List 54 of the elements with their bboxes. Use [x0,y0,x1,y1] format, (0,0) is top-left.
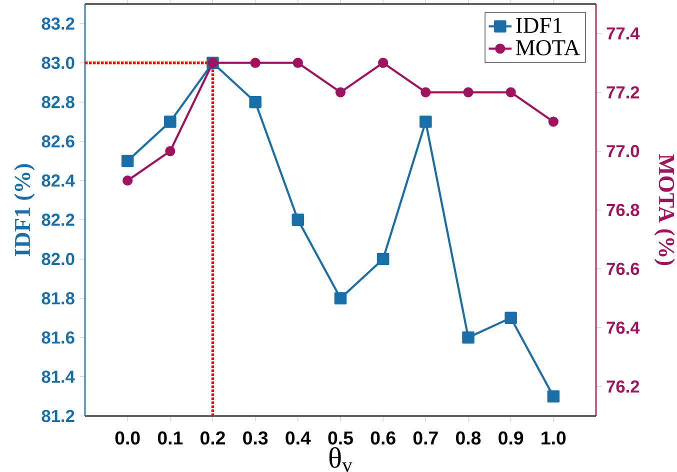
y-tick-label: 82.2 [42,214,74,226]
point [250,58,260,68]
y-tick-label: 81.6 [42,331,74,344]
point [506,87,516,98]
x-tick-label: 0.6 [370,431,396,445]
point [122,176,133,186]
x-tick-label: 0.7 [413,431,438,445]
point [504,312,517,324]
y2-tick-label: 76.8 [606,204,640,216]
legend-label: MOTA [516,40,580,56]
x-tick-label: 1.0 [542,431,566,445]
point [292,214,304,226]
point [335,87,346,98]
x-tick-label: 0.4 [286,431,311,445]
point [376,252,390,266]
x-axis-title: θ$_{v}$ [329,447,352,472]
y2-tick-label: 77.2 [606,86,640,98]
y-tick-label: 81.2 [42,410,74,422]
y-tick-label: 81.8 [42,292,74,304]
y-tick-label: 82.4 [42,174,75,187]
x-tick-label: 0.3 [243,431,268,445]
point [292,58,303,68]
y-tick-label: 82.6 [42,135,74,148]
x-tick-label: 0.8 [456,431,481,445]
y-tick-label: 82.0 [42,252,74,266]
y-tick-label: 82.8 [42,96,74,108]
point [547,390,560,403]
x-tick-label: 0.5 [328,431,353,445]
y-axis-title: IDF1 (%) [14,164,35,256]
y2-axis-title: MOTA (%) [654,154,675,266]
y2-tick-label: 76.4 [606,322,640,334]
x-tick-label: 0.9 [498,431,524,445]
point [121,154,134,168]
y2-tick-label: 77.0 [606,145,640,158]
y-tick-label: 81.4 [42,370,75,383]
x-tick-label: 0.2 [200,431,225,445]
point [462,331,474,344]
point [463,87,474,98]
point [334,292,347,304]
y2-tick-label: 76.2 [606,380,640,393]
point [165,146,176,156]
point [164,116,176,128]
point [548,116,558,127]
y2-tick-label: 77.4 [606,27,640,40]
x-tick-label: 0.1 [158,431,183,445]
legend-label: IDF1 [516,18,562,33]
y-tick-label: 83.0 [42,56,74,69]
point [249,96,262,108]
point [378,58,388,68]
y-tick-label: 83.2 [42,17,74,30]
x-tick-label: 0.0 [115,431,140,445]
y2-tick-label: 76.6 [606,262,640,275]
point [420,116,432,128]
point [420,87,431,98]
